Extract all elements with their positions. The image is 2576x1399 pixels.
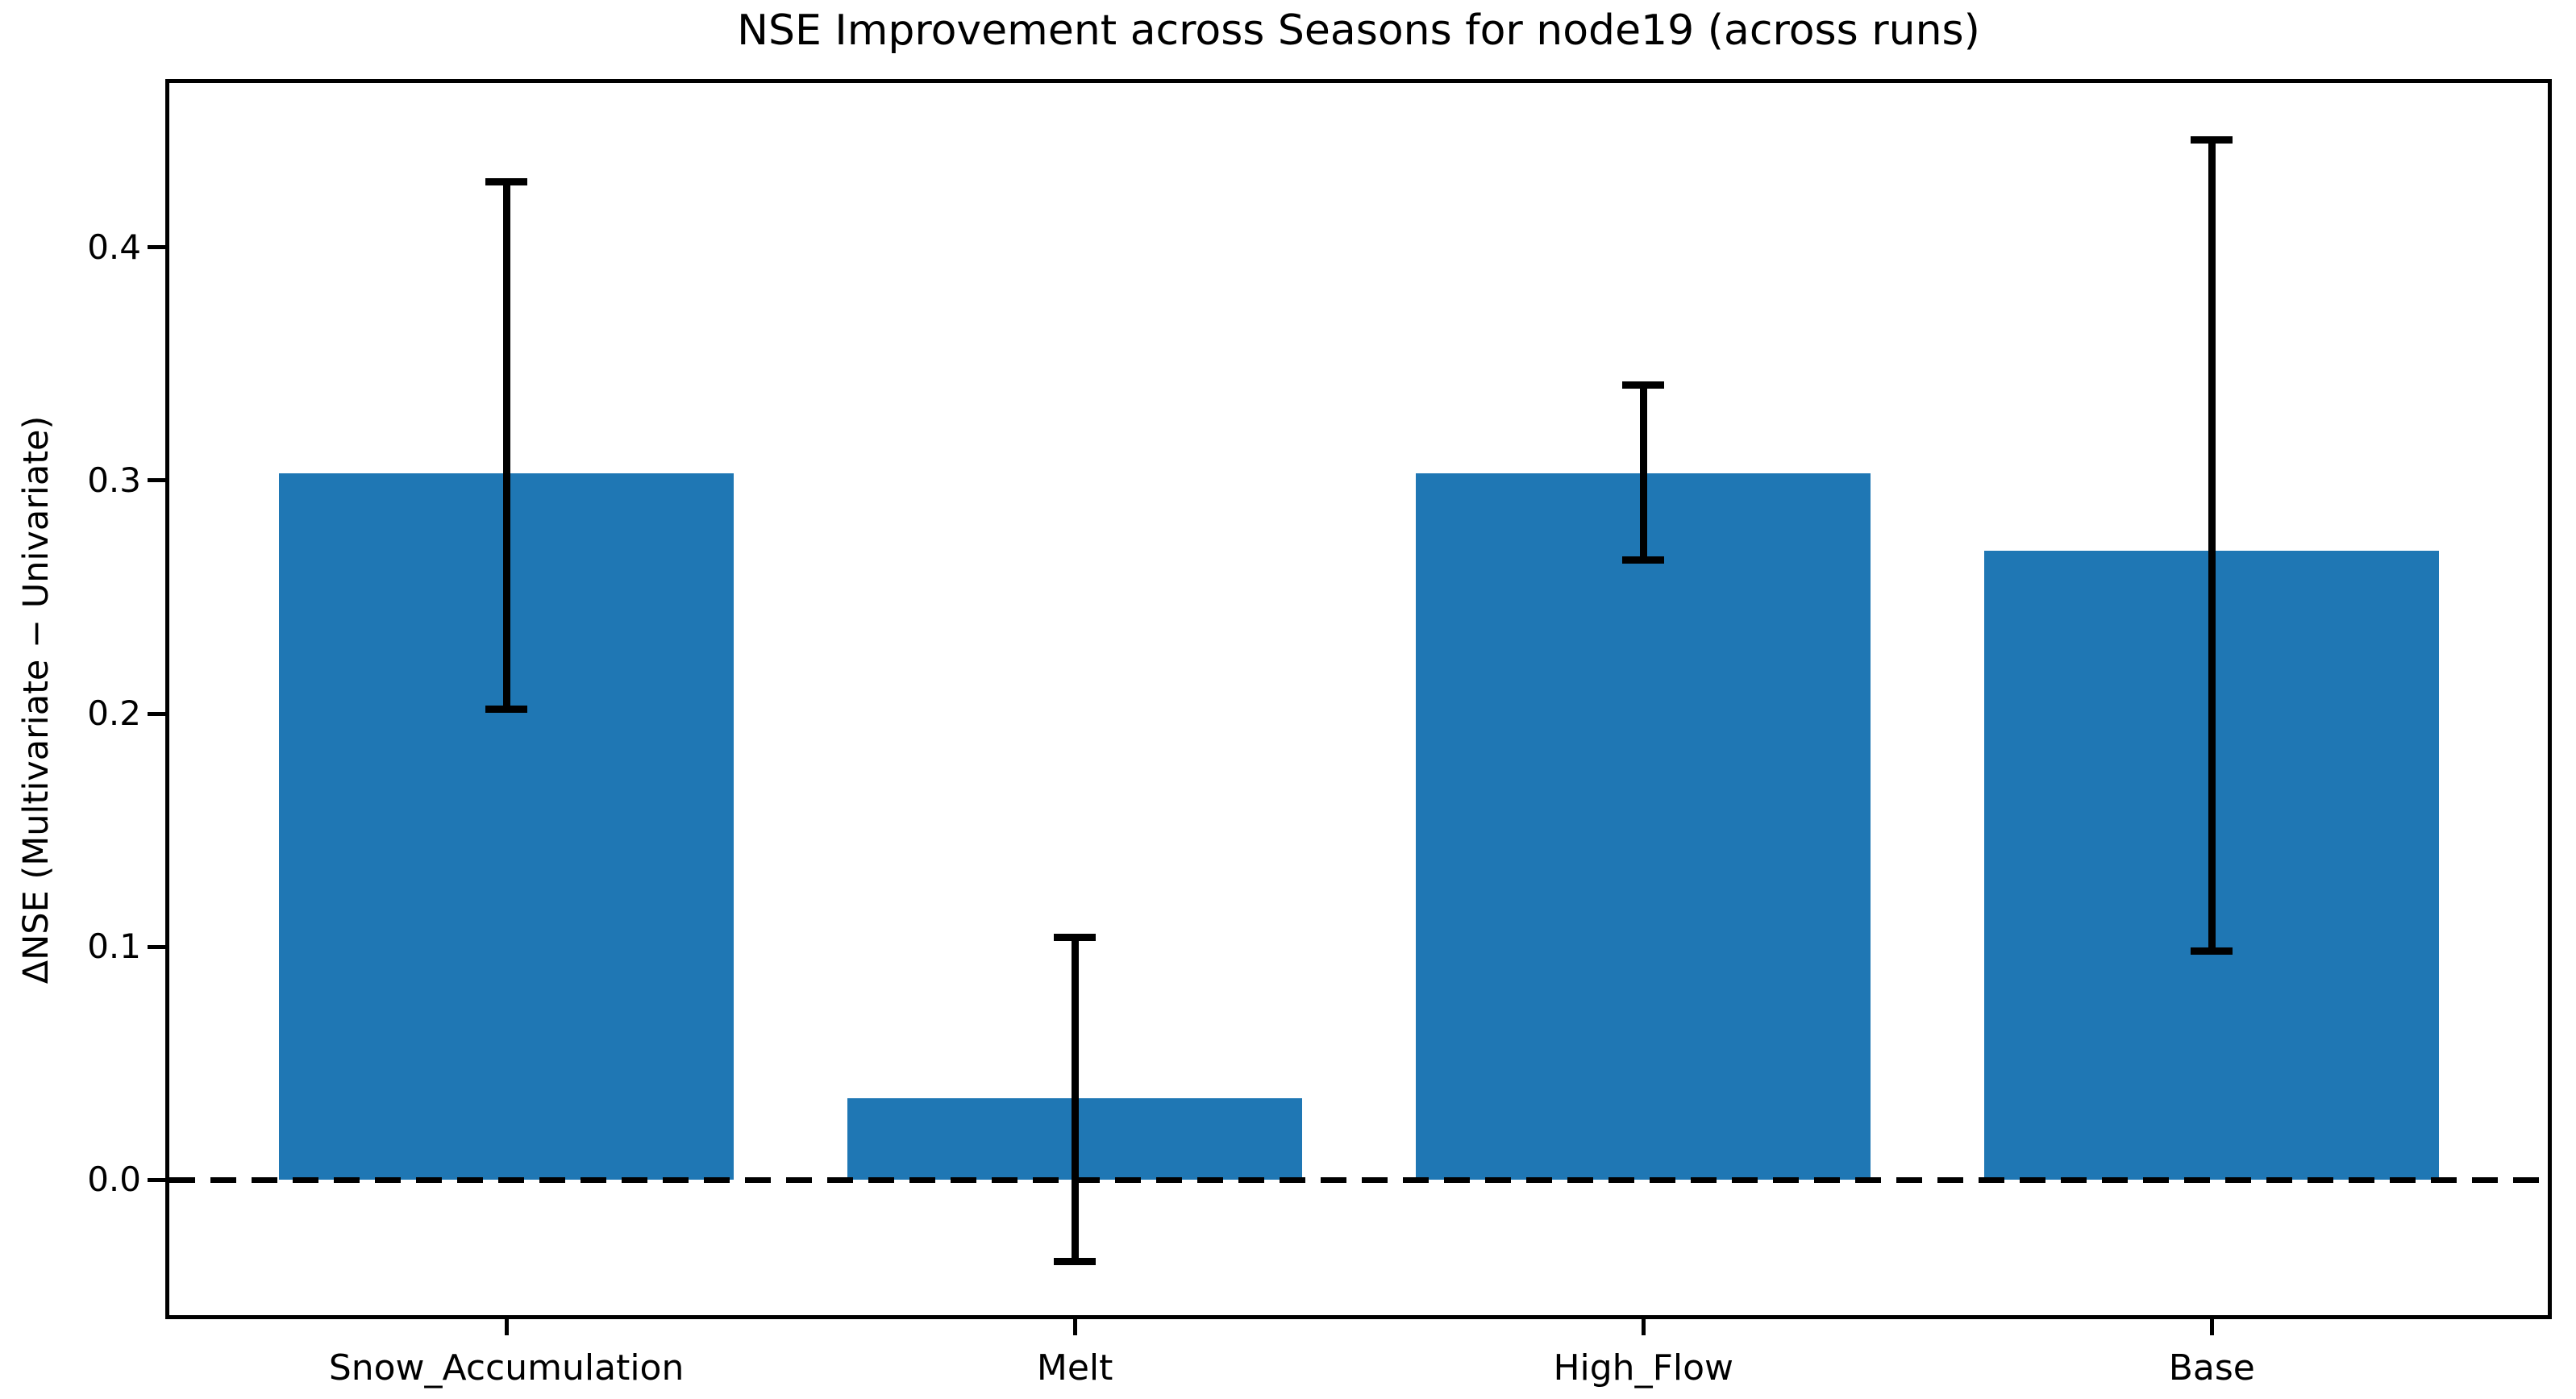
y-tick-label-0.4: 0.4 <box>87 227 141 267</box>
y-tick-label-0.0: 0.0 <box>87 1160 141 1200</box>
y-tick-mark-0.0 <box>148 1177 165 1182</box>
error-bar-Melt <box>1071 937 1079 1262</box>
bar-High_Flow <box>1416 473 1871 1180</box>
x-tick-mark-Melt <box>1072 1319 1077 1335</box>
error-cap-bottom-Melt <box>1054 1258 1097 1265</box>
error-cap-bottom-High_Flow <box>1622 556 1665 564</box>
error-cap-top-Base <box>2191 136 2233 144</box>
zero-reference-line <box>169 1176 2548 1183</box>
y-tick-mark-0.3 <box>148 478 165 483</box>
error-cap-top-High_Flow <box>1622 381 1665 389</box>
error-bar-Base <box>2208 139 2216 951</box>
error-cap-bottom-Snow_Accumulation <box>485 705 528 713</box>
axes-frame <box>165 79 2552 1319</box>
chart-title: NSE Improvement across Seasons for node1… <box>737 6 1980 55</box>
error-cap-bottom-Base <box>2191 947 2233 956</box>
error-cap-top-Snow_Accumulation <box>485 178 528 186</box>
x-tick-label-Snow_Accumulation: Snow_Accumulation <box>328 1347 685 1389</box>
error-cap-top-Melt <box>1054 934 1097 942</box>
y-tick-mark-0.2 <box>148 711 165 716</box>
y-tick-mark-0.4 <box>148 245 165 250</box>
y-tick-mark-0.1 <box>148 944 165 949</box>
x-tick-mark-High_Flow <box>1641 1319 1646 1335</box>
y-tick-label-0.1: 0.1 <box>87 926 141 967</box>
x-tick-mark-Base <box>2209 1319 2214 1335</box>
x-tick-label-Base: Base <box>2168 1347 2255 1389</box>
y-tick-label-0.3: 0.3 <box>87 460 141 500</box>
x-tick-label-Melt: Melt <box>1036 1347 1113 1389</box>
error-bar-High_Flow <box>1639 385 1647 560</box>
plot-area: 0.0 0.1 0.2 0.3 0.4 Snow_Accumulation Melt High… <box>87 83 2548 1389</box>
y-tick-label-0.2: 0.2 <box>87 693 141 734</box>
error-bar-Snow_Accumulation <box>502 181 510 710</box>
x-tick-mark-Snow_Accumulation <box>504 1319 509 1335</box>
x-tick-label-High_Flow: High_Flow <box>1553 1347 1734 1389</box>
